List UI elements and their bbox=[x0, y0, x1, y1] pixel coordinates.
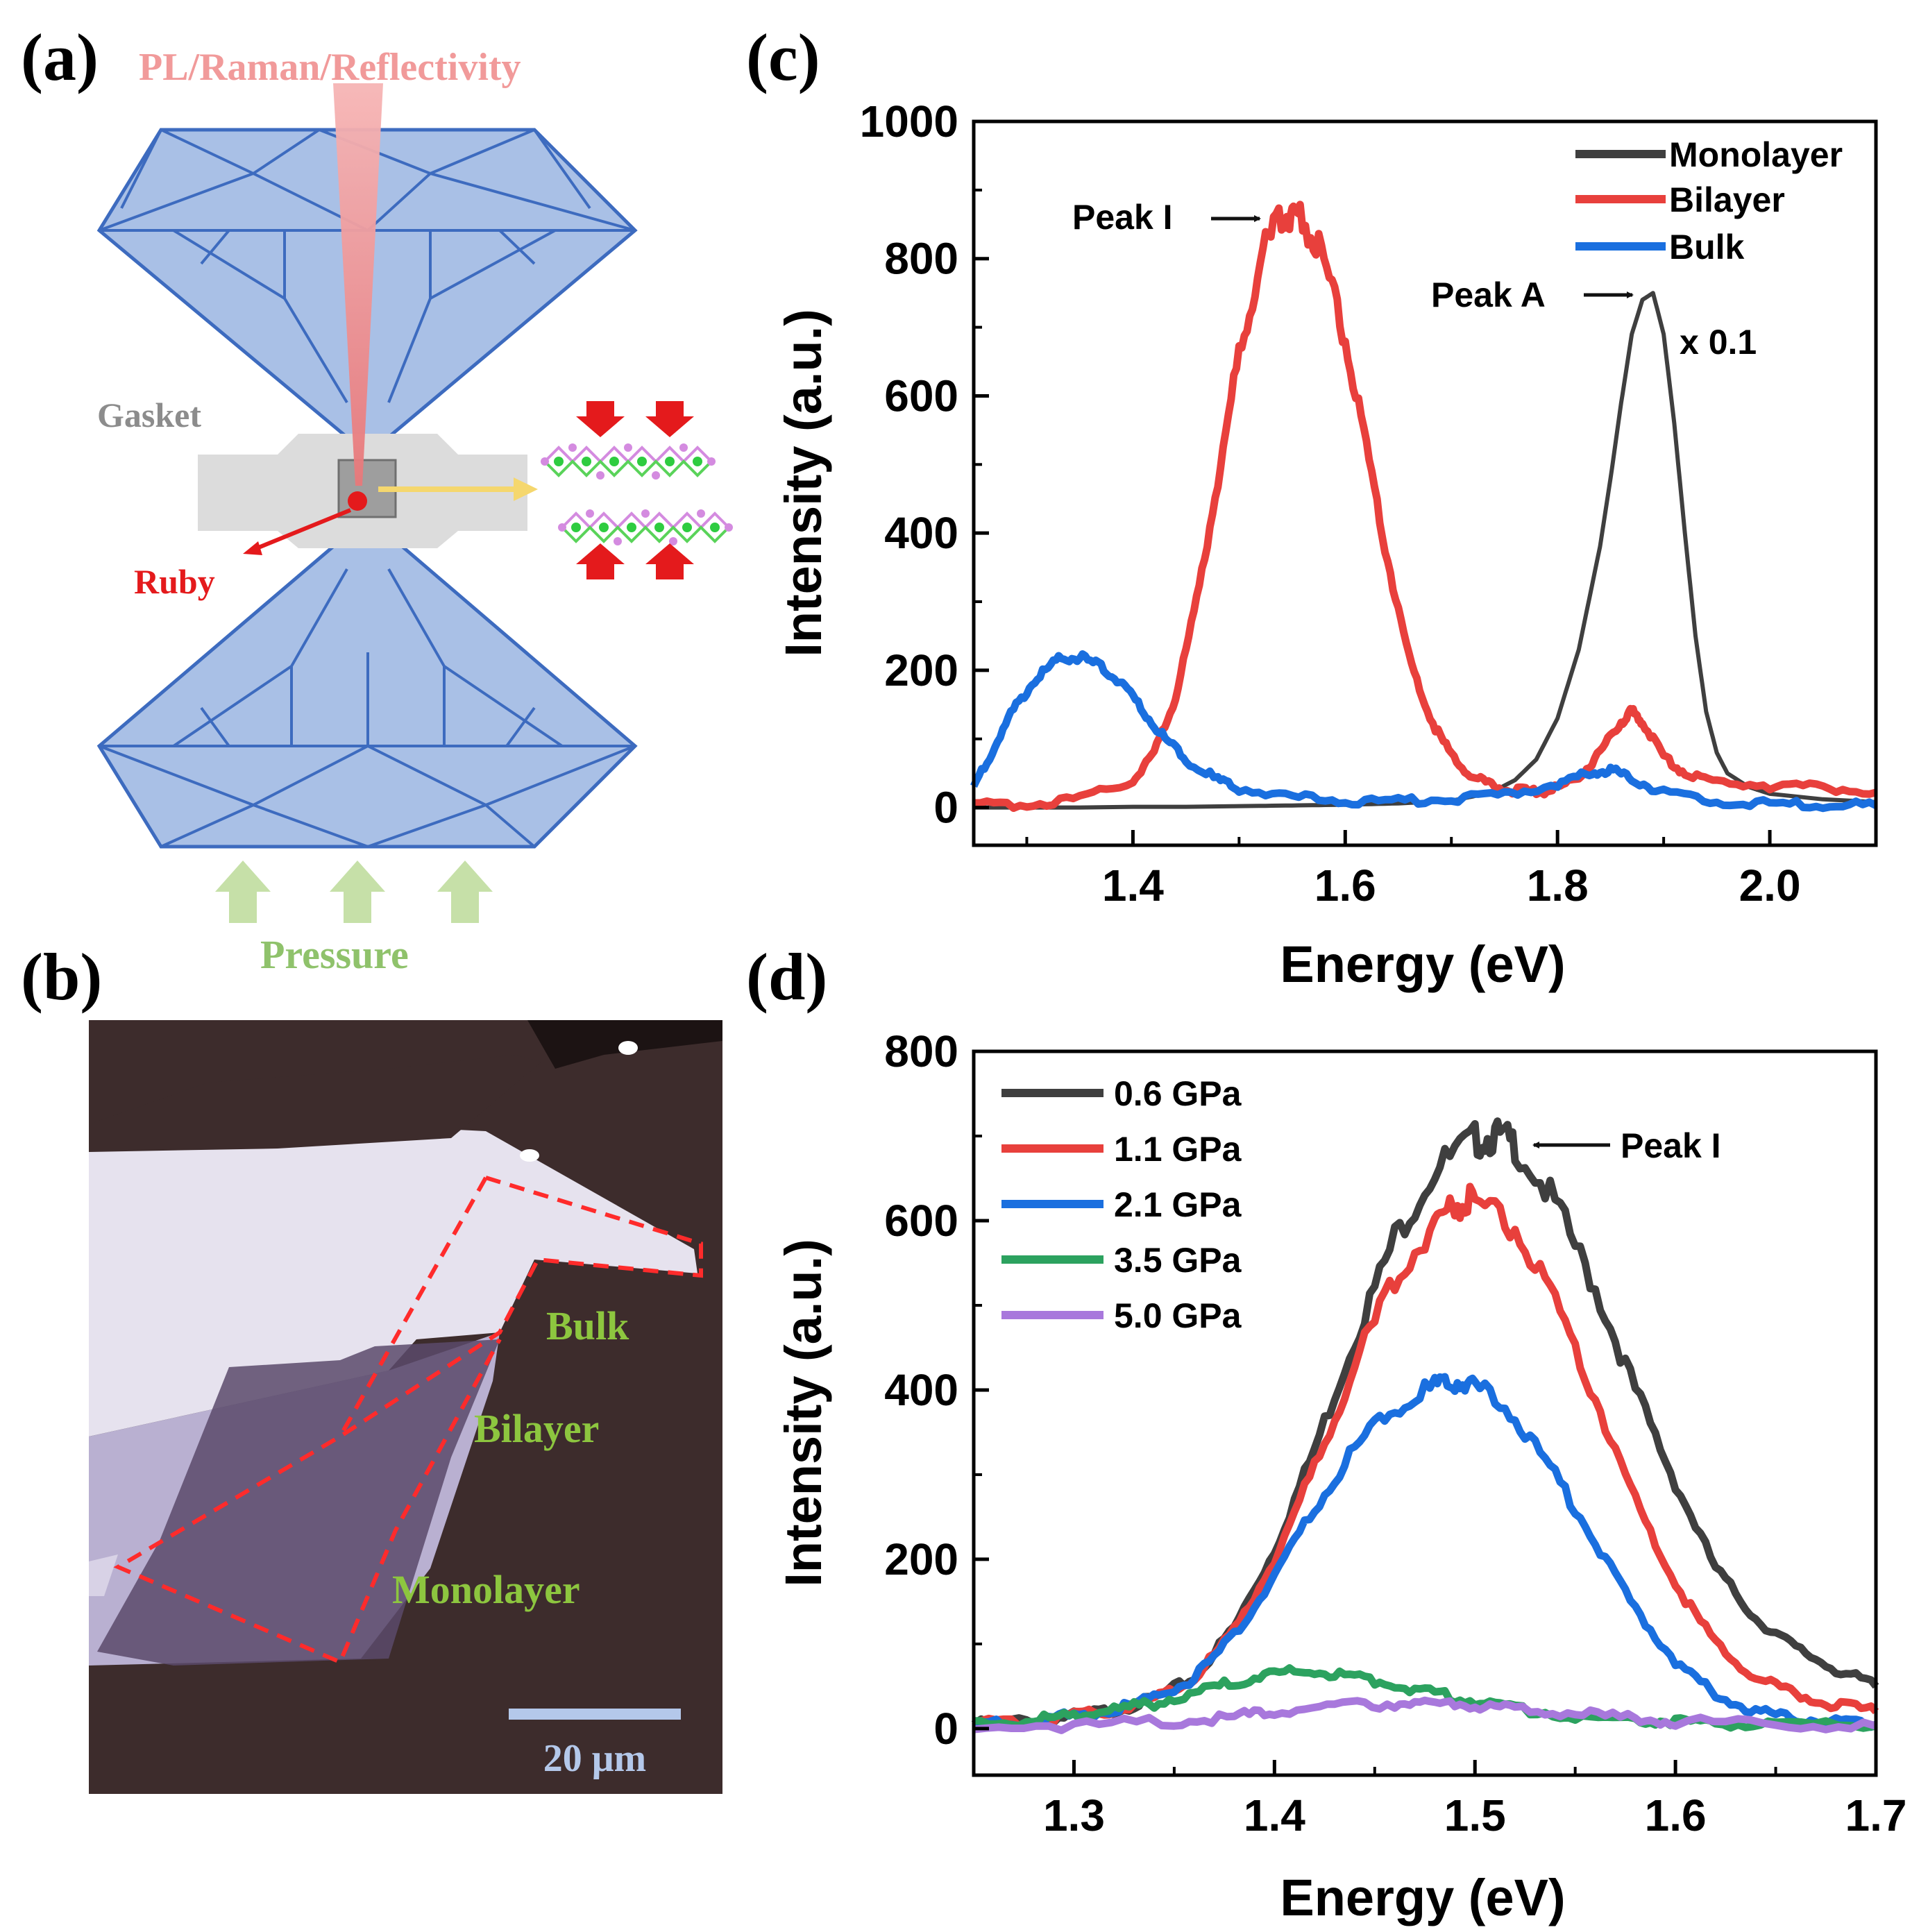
panel-label-d: (d) bbox=[746, 940, 827, 1014]
chart-d: 0 200 400 600 800 1.3 1.4 1.5 1.6 1.7 Energy (eV… bbox=[775, 1026, 1906, 1926]
chart-d-ylabel: Intensity (a.u.) bbox=[775, 1239, 832, 1587]
legend-d-label-1: 1.1 GPa bbox=[1114, 1130, 1242, 1169]
ytick-label-c-0: 0 bbox=[933, 783, 958, 833]
compression-arrows bbox=[576, 401, 694, 579]
label-bulk: Bulk bbox=[546, 1303, 629, 1348]
legend-c-label-2: Bulk bbox=[1669, 228, 1745, 266]
ruby-pointer-head bbox=[243, 541, 262, 555]
xtick-label-c-1: 1.6 bbox=[1314, 861, 1376, 910]
series-line-d-0 bbox=[971, 1117, 1879, 1728]
sample-zoom-arrow-head bbox=[514, 477, 538, 501]
annotation-peak-i-c: Peak I bbox=[1072, 198, 1173, 237]
ytick-label-d-2: 400 bbox=[884, 1365, 958, 1415]
series-line-d-2 bbox=[973, 1373, 1878, 1731]
xtick-label-d-3: 1.6 bbox=[1645, 1790, 1707, 1840]
scale-bar bbox=[509, 1709, 681, 1720]
chart-d-xlabel: Energy (eV) bbox=[1280, 1869, 1565, 1926]
xtick-label-c-0: 1.4 bbox=[1102, 861, 1164, 910]
xtick-label-c-3: 2.0 bbox=[1739, 861, 1801, 910]
overlapping-dark-strip bbox=[89, 1055, 541, 1152]
ytick-label-c-5: 1000 bbox=[860, 96, 958, 146]
monolayer-region bbox=[97, 1339, 500, 1666]
pressure-arrows bbox=[215, 861, 493, 923]
chart-c-xlabel: Energy (eV) bbox=[1280, 935, 1565, 993]
annotation-peak-a: Peak A bbox=[1431, 276, 1546, 314]
crystal-layer-top bbox=[541, 443, 716, 480]
xtick-label-d-1: 1.4 bbox=[1244, 1790, 1305, 1840]
ruby-label: Ruby bbox=[134, 562, 215, 601]
annotation-scale-factor: x 0.1 bbox=[1680, 323, 1757, 362]
chart-d-frame bbox=[972, 1049, 1878, 1777]
reflection-spot-2 bbox=[520, 1149, 539, 1162]
xtick-label-d-0: 1.3 bbox=[1043, 1790, 1105, 1840]
ytick-label-d-0: 0 bbox=[933, 1704, 958, 1754]
xtick-label-d-4: 1.7 bbox=[1845, 1790, 1907, 1840]
ytick-label-c-1: 200 bbox=[884, 645, 958, 695]
laser-beam bbox=[333, 83, 383, 486]
ruby-pointer bbox=[252, 508, 352, 552]
ytick-label-c-4: 800 bbox=[884, 234, 958, 284]
chart-c-ylabel: Intensity (a.u.) bbox=[775, 309, 832, 657]
series-line-d-4 bbox=[973, 1696, 1877, 1734]
xtick-label-d-2: 1.5 bbox=[1444, 1790, 1506, 1840]
xtick-label-c-2: 1.8 bbox=[1527, 861, 1589, 910]
legend-c-label-0: Monolayer bbox=[1669, 135, 1843, 174]
ruby-dot bbox=[348, 491, 367, 511]
series-line-d-1 bbox=[973, 1183, 1879, 1730]
lower-diamond-facets bbox=[99, 568, 636, 849]
reflection-spot-1 bbox=[618, 1041, 638, 1055]
label-monolayer: Monolayer bbox=[392, 1567, 580, 1612]
optical-micrograph: Bulk Bilayer Monolayer 20 μm bbox=[89, 1020, 722, 1794]
panel-label-c: (c) bbox=[746, 20, 820, 94]
chart-c-legend: Monolayer Bilayer Bulk bbox=[1575, 135, 1843, 266]
legend-d-label-4: 5.0 GPa bbox=[1114, 1296, 1242, 1335]
label-bilayer: Bilayer bbox=[474, 1406, 599, 1451]
panel-label-b: (b) bbox=[21, 940, 102, 1014]
region-outline bbox=[113, 1176, 703, 1665]
chart-c-frame bbox=[972, 119, 1878, 847]
ytick-label-c-2: 400 bbox=[884, 508, 958, 558]
panel-label-a: (a) bbox=[21, 20, 99, 94]
series-line-c-1 bbox=[973, 201, 1877, 812]
legend-d-label-0: 0.6 GPa bbox=[1114, 1074, 1242, 1113]
ytick-label-d-4: 800 bbox=[884, 1026, 958, 1076]
crystal-layers bbox=[541, 401, 733, 579]
ytick-label-d-3: 600 bbox=[884, 1196, 958, 1246]
chart-d-legend: 0.6 GPa 1.1 GPa 2.1 GPa 3.5 GPa 5.0 GPa bbox=[1001, 1074, 1242, 1335]
scale-bar-label: 20 μm bbox=[543, 1737, 646, 1780]
crystal-layer-bottom bbox=[558, 509, 733, 545]
annotation-peak-i-d: Peak I bbox=[1621, 1126, 1721, 1165]
series-line-c-2 bbox=[970, 650, 1878, 813]
legend-d-label-2: 2.1 GPa bbox=[1114, 1185, 1242, 1224]
ytick-label-c-3: 600 bbox=[884, 371, 958, 421]
flake-edge-light bbox=[89, 1554, 118, 1596]
beam-label: PL/Raman/Reflectivity bbox=[139, 46, 521, 89]
pressure-label: Pressure bbox=[260, 932, 409, 977]
gasket-label: Gasket bbox=[97, 396, 201, 434]
legend-d-label-3: 3.5 GPa bbox=[1114, 1241, 1242, 1280]
ytick-label-d-1: 200 bbox=[884, 1534, 958, 1584]
series-line-c-0 bbox=[974, 291, 1877, 810]
legend-c-label-1: Bilayer bbox=[1669, 180, 1785, 219]
diamond-anvil-schematic: PL/Raman/Reflectivity Ruby Gasket bbox=[96, 46, 733, 977]
chart-c: 0 200 400 600 800 1000 1.4 1.6 1.8 2.0 Energy (e… bbox=[775, 96, 1878, 993]
